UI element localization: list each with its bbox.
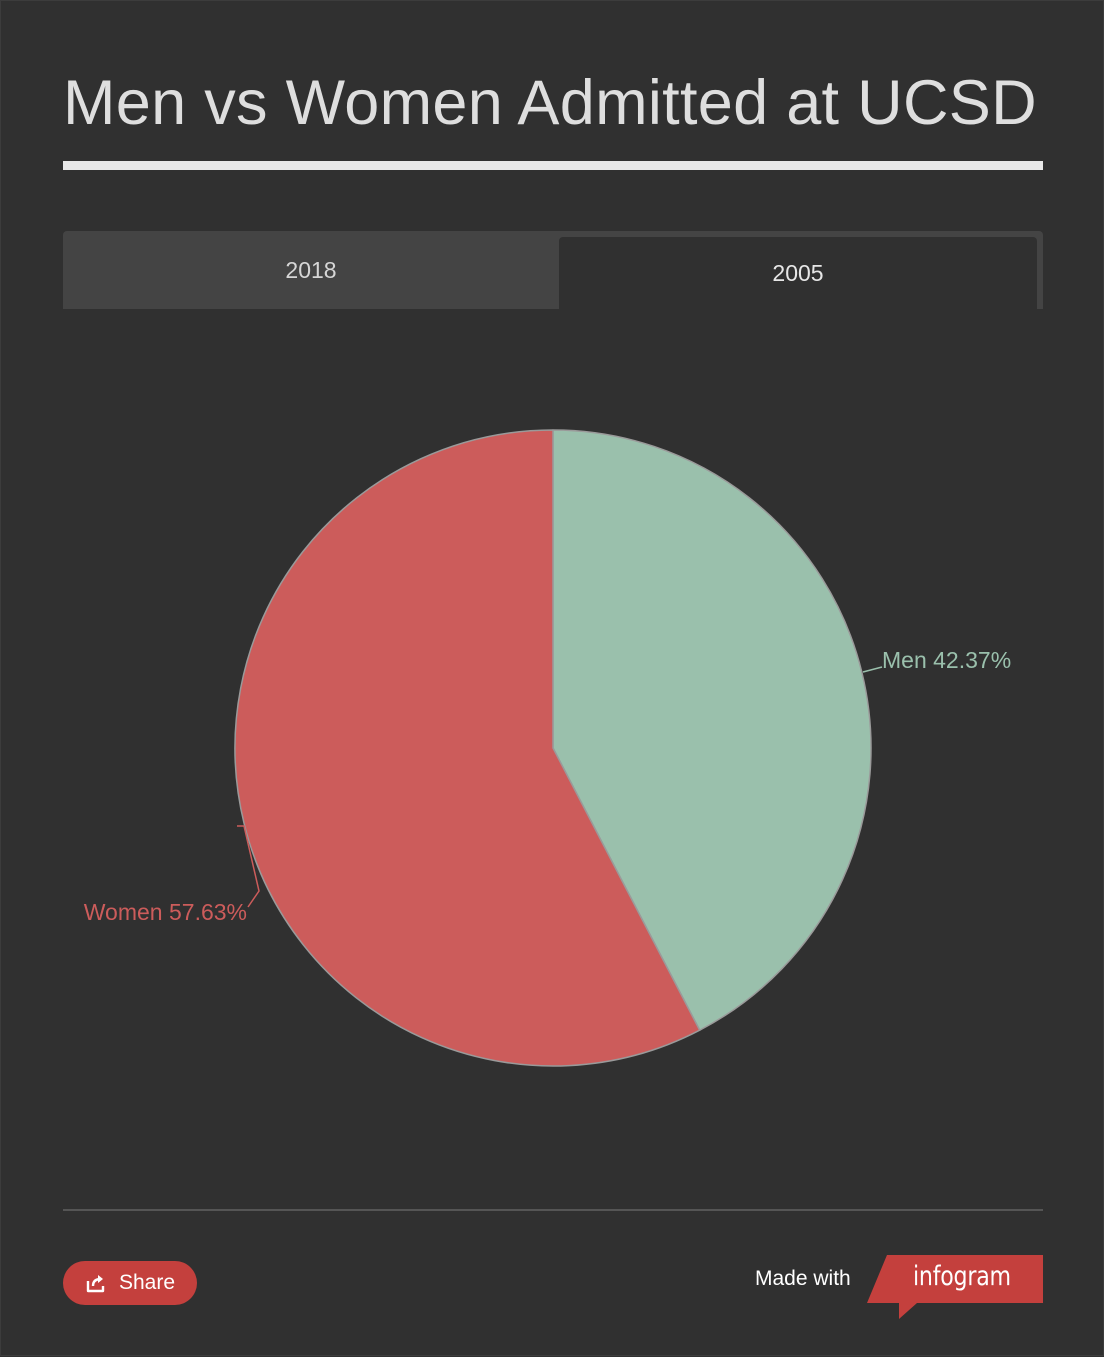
made-with-text: Made with bbox=[755, 1267, 851, 1290]
infogram-brand-text: infogram bbox=[913, 1261, 1011, 1292]
leader-line-women bbox=[237, 825, 260, 908]
pie-label-men: Men 42.37% bbox=[882, 647, 1011, 673]
pie-label-group-women: Women 57.63% bbox=[84, 825, 260, 925]
pie-label-group-men: Men 42.37% bbox=[862, 647, 1011, 673]
share-label: Share bbox=[118, 1271, 176, 1294]
chart-title: Men vs Women Admitted at UCSD bbox=[63, 68, 1037, 138]
tab-2005[interactable]: 2005 bbox=[559, 237, 1037, 309]
share-icon bbox=[85, 1272, 107, 1294]
leader-line-men bbox=[862, 666, 883, 673]
footer-divider bbox=[63, 1209, 1043, 1211]
year-tabs: 2018 2005 bbox=[63, 231, 1043, 309]
infogram-logo[interactable]: infogram bbox=[867, 1255, 1043, 1319]
pie-label-women: Women 57.63% bbox=[84, 899, 247, 925]
infogram-logo-shape bbox=[867, 1255, 1043, 1319]
share-button[interactable]: Share bbox=[63, 1261, 197, 1305]
tab-2018[interactable]: 2018 bbox=[285, 256, 337, 283]
pie-slice-men[interactable] bbox=[552, 429, 872, 1031]
title-underline bbox=[63, 161, 1043, 170]
pie-slice-women[interactable] bbox=[234, 429, 701, 1067]
